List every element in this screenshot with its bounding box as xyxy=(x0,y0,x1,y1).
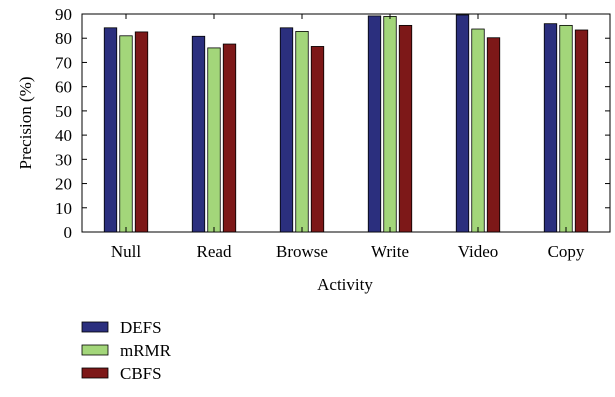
bar-mrmr-video xyxy=(471,28,485,233)
bar-mrmr-read xyxy=(207,47,221,233)
y-axis-label: Precision (%) xyxy=(16,76,35,169)
bar-mrmr-browse xyxy=(295,31,309,233)
bar-mrmr-null xyxy=(119,35,133,233)
bar-defs-write xyxy=(367,15,382,233)
y-tick-label: 0 xyxy=(64,223,73,242)
y-tick-label: 60 xyxy=(55,78,72,97)
bar-cbfs-copy xyxy=(574,29,589,233)
legend-item-cbfs: CBFS xyxy=(81,364,162,383)
bar-defs-video xyxy=(455,14,470,233)
x-axis-label: Activity xyxy=(317,275,373,294)
bar-defs-read xyxy=(191,35,206,233)
x-tick-label: Copy xyxy=(548,242,585,261)
y-tick-label: 50 xyxy=(55,102,72,121)
y-tick-label: 20 xyxy=(55,175,72,194)
x-tick-label: Video xyxy=(458,242,499,261)
plot-area xyxy=(81,13,611,233)
bar-defs-browse xyxy=(279,27,294,233)
y-tick-label: 70 xyxy=(55,53,72,72)
bar-cbfs-read xyxy=(222,43,237,233)
x-tick-label: Read xyxy=(197,242,232,261)
x-axis: Null Read Browse Write Video Copy xyxy=(111,14,585,261)
legend-item-mrmr: mRMR xyxy=(81,341,172,360)
y-axis: 0 10 20 30 40 50 60 70 80 90 xyxy=(55,5,610,242)
bar-cbfs-video xyxy=(486,37,501,233)
y-tick-label: 90 xyxy=(55,5,72,24)
bar-cbfs-browse xyxy=(310,46,325,233)
x-tick-label: Browse xyxy=(276,242,328,261)
y-tick-label: 80 xyxy=(55,29,72,48)
legend-swatch xyxy=(81,321,109,333)
x-tick-label: Null xyxy=(111,242,142,261)
legend-swatch xyxy=(81,367,109,379)
legend-label: CBFS xyxy=(120,364,162,383)
x-tick-label: Write xyxy=(371,242,409,261)
bar-mrmr-copy xyxy=(559,24,573,233)
legend: DEFS mRMR CBFS xyxy=(81,318,172,383)
bar-defs-copy xyxy=(543,23,558,233)
bar-cbfs-write xyxy=(398,24,413,233)
plot-frame xyxy=(81,13,611,233)
bar-mrmr-write xyxy=(383,16,397,233)
legend-label: DEFS xyxy=(120,318,162,337)
y-tick-label: 10 xyxy=(55,199,72,218)
legend-swatch xyxy=(81,344,109,356)
legend-label: mRMR xyxy=(120,341,172,360)
y-tick-label: 40 xyxy=(55,126,72,145)
bar-defs-null xyxy=(103,27,118,233)
y-tick-label: 30 xyxy=(55,150,72,169)
bar-cbfs-null xyxy=(134,31,149,233)
legend-item-defs: DEFS xyxy=(81,318,162,337)
